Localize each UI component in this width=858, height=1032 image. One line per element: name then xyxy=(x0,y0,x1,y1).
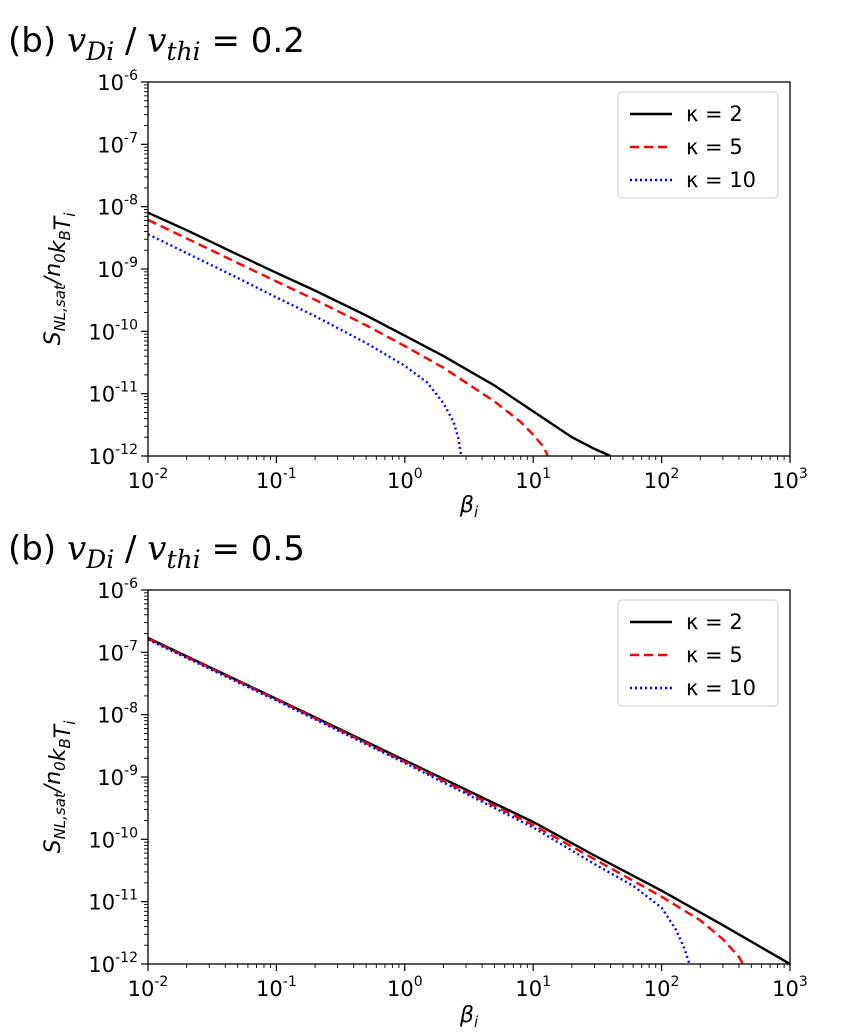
series-line-kappa-10 xyxy=(148,638,691,964)
y-tick-label: 10-7 xyxy=(97,638,138,665)
y-tick-label: 10-6 xyxy=(97,576,138,603)
y-axis-label: SNL,sat/n0kBTi xyxy=(41,212,79,346)
y-tick-label: 10-7 xyxy=(97,130,138,157)
y-tick-label: 10-8 xyxy=(97,701,138,728)
y-tick-label: 10-12 xyxy=(88,442,138,469)
series-line-kappa-10 xyxy=(148,233,463,456)
legend-label: κ = 10 xyxy=(686,676,756,700)
x-tick-label: 101 xyxy=(515,466,551,493)
legend-label: κ = 2 xyxy=(686,610,743,634)
y-tick-label: 10-10 xyxy=(88,317,138,344)
x-tick-label: 10-1 xyxy=(256,974,297,1001)
x-axis-label: βi xyxy=(459,1003,479,1031)
legend-frame xyxy=(617,599,779,707)
chart-panel-b: (b) vDi / vthi = 0.5 10-2 10-1 100 101 102 103… xyxy=(8,529,808,1031)
legend-label: κ = 10 xyxy=(686,168,756,192)
series-line-kappa-2 xyxy=(148,636,790,964)
series-line-kappa-5 xyxy=(148,218,549,456)
legend: κ = 2 κ = 5 κ = 10 xyxy=(617,91,779,199)
x-tick-label: 103 xyxy=(772,974,808,1001)
legend: κ = 2 κ = 5 κ = 10 xyxy=(617,599,779,707)
y-axis-label: SNL,sat/n0kBTi xyxy=(41,720,79,854)
x-tick-label: 100 xyxy=(387,974,423,1001)
x-tick-label: 10-1 xyxy=(256,466,297,493)
panel-label: (b) xyxy=(8,21,56,61)
panel-title-value: 0.2 xyxy=(251,21,305,61)
series-line-kappa-5 xyxy=(148,637,744,964)
x-tick-label: 102 xyxy=(644,974,680,1001)
y-tick-label: 10-8 xyxy=(97,193,138,220)
panel-title: (b) vDi / vthi = 0.2 xyxy=(8,21,305,66)
panel-title: (b) vDi / vthi = 0.5 xyxy=(8,529,305,574)
x-axis-label: βi xyxy=(459,493,479,521)
y-tick-label: 10-9 xyxy=(97,763,138,790)
x-tick-label: 10-2 xyxy=(128,974,169,1001)
x-tick-label: 103 xyxy=(772,466,808,493)
legend-label: κ = 2 xyxy=(686,102,743,126)
y-tick-label: 10-11 xyxy=(88,888,138,915)
y-tick-label: 10-6 xyxy=(97,68,138,95)
x-tick-label: 100 xyxy=(387,466,423,493)
y-tick-label: 10-9 xyxy=(97,255,138,282)
y-tick-label: 10-12 xyxy=(88,950,138,977)
panel-title-value: 0.5 xyxy=(251,529,305,569)
legend-frame xyxy=(617,91,779,199)
chart-panel-a: (b) vDi / vthi = 0.2 10-2 10-1 100 101 102 103… xyxy=(8,21,808,521)
legend-label: κ = 5 xyxy=(686,643,743,667)
y-tick-label: 10-11 xyxy=(88,380,138,407)
panel-label: (b) xyxy=(8,529,56,569)
x-tick-label: 101 xyxy=(515,974,551,1001)
x-tick-label: 10-2 xyxy=(128,466,169,493)
y-tick-label: 10-10 xyxy=(88,825,138,852)
legend-label: κ = 5 xyxy=(686,135,743,159)
x-tick-label: 102 xyxy=(644,466,680,493)
series-line-kappa-2 xyxy=(148,211,611,456)
